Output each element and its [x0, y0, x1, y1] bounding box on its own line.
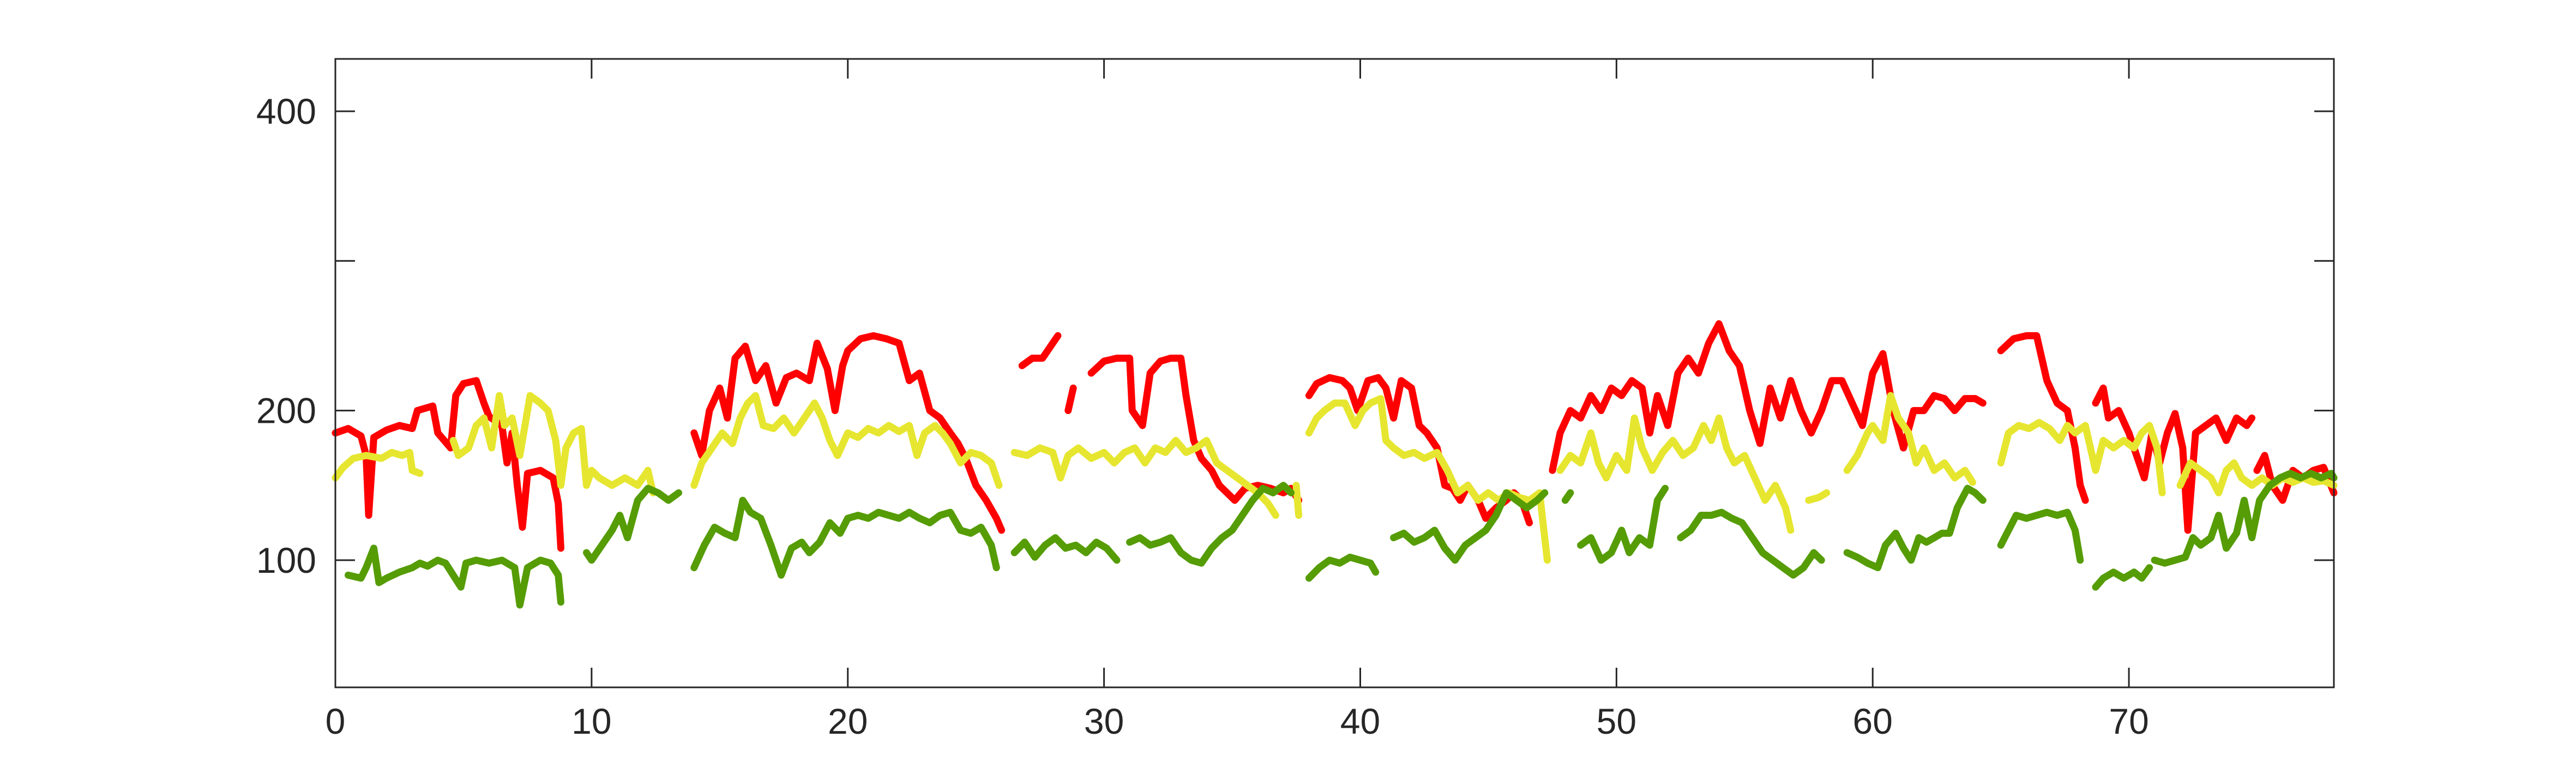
series-1-segment-2 — [690, 392, 1003, 489]
x-tick-label: 70 — [2109, 701, 2148, 741]
series-2-segment-9 — [1677, 508, 1825, 579]
series-2-segment-8 — [1577, 484, 1669, 564]
series-1-segment-10 — [2176, 459, 2338, 496]
x-tick-label: 50 — [1597, 701, 1636, 741]
series-1-segment-8 — [1843, 392, 1976, 486]
series-1-segment-4 — [1292, 482, 1303, 519]
plot-area-box — [334, 58, 2335, 688]
y-tick-labels: 100 200 400 — [256, 91, 316, 580]
series-2-segment-3 — [1010, 534, 1121, 564]
x-tick-labels: 0 10 20 30 40 50 60 70 — [326, 701, 2149, 741]
series-2-segment-13 — [2151, 470, 2338, 567]
series-layer — [332, 320, 2338, 609]
series-1-segment-9 — [1997, 419, 2166, 496]
series-0-segment-1 — [690, 332, 1006, 534]
series-2-segment-6 — [1390, 489, 1549, 564]
y-tick-label: 200 — [256, 391, 316, 431]
series-0-segment-6 — [1549, 320, 1987, 474]
series-0-segment-8 — [2092, 384, 2256, 534]
series-1-segment-0 — [332, 448, 424, 482]
series-0-segment-4 — [1087, 355, 1303, 504]
x-tick-label: 30 — [1084, 701, 1124, 741]
series-2-segment-12 — [2092, 564, 2153, 591]
series-0-segment-5 — [1305, 374, 1533, 526]
series-0-segment-0 — [332, 377, 564, 552]
series-2-segment-5 — [1305, 553, 1380, 582]
series-2-segment-1 — [583, 484, 683, 564]
x-tick-label: 40 — [1340, 701, 1380, 741]
series-0-segment-3 — [1064, 384, 1077, 415]
series-2-segment-10 — [1843, 484, 1987, 572]
series-2-segment-0 — [345, 544, 564, 609]
x-tick-label: 0 — [326, 701, 346, 741]
series-1-segment-7 — [1805, 489, 1831, 504]
series-1-segment-1 — [449, 392, 657, 496]
series-0-segment-2 — [1018, 332, 1062, 369]
series-2-segment-2 — [690, 496, 1000, 579]
series-2-segment-7 — [1561, 489, 1574, 504]
series-1-segment-6 — [1556, 414, 1795, 534]
tick-layer — [334, 59, 2334, 687]
x-tick-label: 60 — [1853, 701, 1893, 741]
series-0-segment-9 — [2253, 452, 2338, 504]
x-tick-label: 20 — [828, 701, 868, 741]
series-1-segment-3 — [1010, 436, 1279, 519]
y-tick-label: 100 — [256, 540, 316, 580]
x-tick-label: 10 — [571, 701, 611, 741]
series-2-segment-11 — [1997, 508, 2084, 564]
series-2-segment-4 — [1126, 482, 1295, 567]
series-0-segment-7 — [1997, 332, 2089, 504]
y-tick-label: 400 — [256, 91, 316, 131]
